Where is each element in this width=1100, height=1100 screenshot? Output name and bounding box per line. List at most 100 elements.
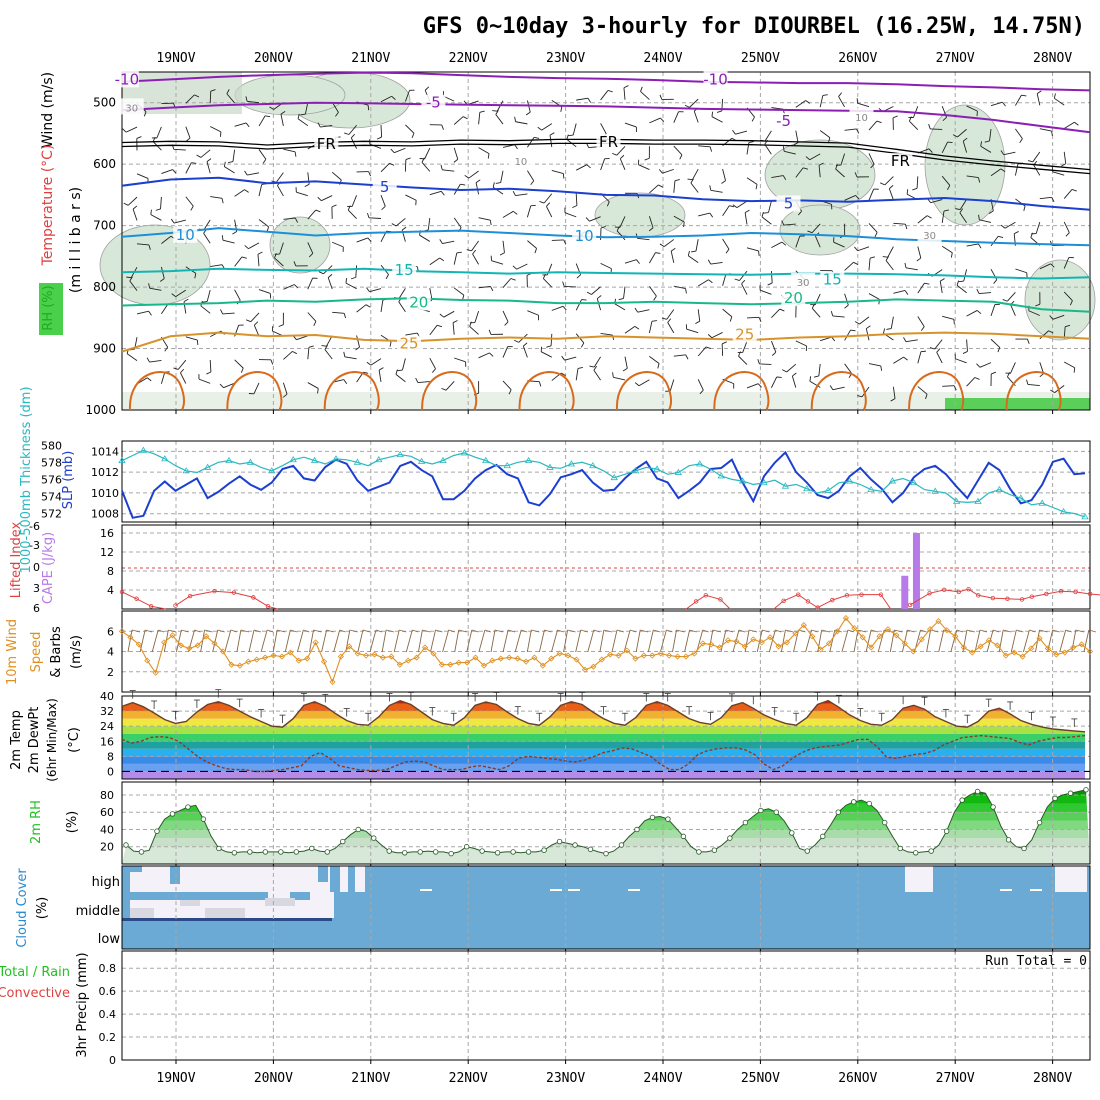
temp-band xyxy=(122,726,1085,734)
wind-barb-flag xyxy=(1049,315,1054,320)
wind-barb-flag xyxy=(648,227,654,232)
wind-barb-flag xyxy=(1002,299,1008,302)
thickness-marker xyxy=(139,446,148,453)
cloud-gap-dash xyxy=(628,889,640,891)
rh-point xyxy=(309,845,315,852)
wind-speed-marker xyxy=(943,627,950,634)
wind-barb-flag xyxy=(943,209,949,212)
wind-barb-10m-flag xyxy=(362,629,371,633)
wind-speed-marker xyxy=(177,642,184,649)
wind-speed-marker xyxy=(632,655,639,662)
wind-barb xyxy=(564,356,577,361)
wind-barb-flag xyxy=(876,120,882,124)
cloud-thin xyxy=(180,900,200,906)
wind-speed-marker xyxy=(548,655,555,662)
thickness-marker xyxy=(824,486,832,493)
wind-barb-flag xyxy=(589,365,595,368)
wind-barb-flag xyxy=(390,148,395,153)
wind-barb-10m xyxy=(950,629,958,653)
wind-barb xyxy=(127,196,138,206)
wind-barb xyxy=(1014,163,1019,176)
rh-point xyxy=(1005,837,1012,843)
wind-barb xyxy=(916,176,919,189)
wind-barb-10m xyxy=(926,629,932,653)
thickness-tick-label: 572 xyxy=(41,507,62,520)
wind-speed-marker xyxy=(278,653,285,660)
wind-barb xyxy=(307,382,319,389)
wind-barb-flag xyxy=(634,325,640,330)
wind-barb-10m xyxy=(284,629,291,653)
temp-line xyxy=(121,699,1086,733)
wind-barb-flag xyxy=(206,371,212,375)
wind-barb xyxy=(663,239,675,247)
wind-barb-flag xyxy=(853,261,859,265)
wind-speed-marker xyxy=(522,658,530,665)
wind-barb-flag xyxy=(456,251,462,254)
contour-label-bg xyxy=(732,326,757,343)
wind-barb xyxy=(624,326,636,334)
axis-title-cape: CAPE (J/kg) xyxy=(41,532,56,604)
wind-barb-10m xyxy=(623,629,631,653)
li-line xyxy=(685,594,731,610)
contour-label: FR xyxy=(599,133,618,151)
wind-barb-10m xyxy=(817,629,823,653)
wind-barb xyxy=(942,315,954,320)
precip-panel: 0 0.2 0.4 0.6 0.8 Total / Rain Convective 3hr P… xyxy=(0,950,1091,1067)
wind-barb xyxy=(575,193,578,206)
wind-barb-flag xyxy=(488,329,492,335)
wind-barb-flag xyxy=(659,243,665,247)
wind-barb-flag xyxy=(345,278,348,284)
wind-barb xyxy=(522,345,528,358)
wind-barb-10m-flag xyxy=(979,629,988,633)
wind-barb-flag xyxy=(282,393,288,398)
li-point xyxy=(781,598,786,603)
temp-band xyxy=(122,718,1085,727)
wind-speed-marker xyxy=(1070,644,1077,651)
wind-barb-10m-flag xyxy=(811,629,818,633)
wind-barb-flag xyxy=(308,253,314,258)
wind-barb-flag xyxy=(562,173,565,179)
panel-frame xyxy=(121,695,1091,780)
wind-barb xyxy=(398,301,406,312)
wind-barb xyxy=(279,242,284,255)
isotherm-30 xyxy=(713,371,770,411)
wind-barb xyxy=(331,171,342,181)
wind-barb-flag xyxy=(959,208,964,214)
wind-speed-marker xyxy=(329,678,336,685)
contour-label: FR xyxy=(317,135,336,153)
wind-barb xyxy=(770,340,777,353)
contour-label-bg xyxy=(849,108,874,125)
wind-barb-10m-flag xyxy=(484,629,492,633)
wind-barb-10m-flag xyxy=(544,629,552,633)
wind-barb xyxy=(697,379,704,391)
wind-barb-flag xyxy=(219,383,224,389)
wind-speed-marker xyxy=(666,652,673,659)
wind-barb-flag xyxy=(549,132,555,136)
wind-barb-10m xyxy=(272,629,278,653)
rh-point xyxy=(247,849,253,855)
wind-speed-marker xyxy=(262,654,269,661)
wind-barb-10m-flag xyxy=(158,629,165,633)
wind-barb-flag xyxy=(376,136,382,140)
wind-barb-flag xyxy=(1050,389,1055,394)
wind-barb xyxy=(591,286,601,295)
wind-barb-flag xyxy=(882,256,888,258)
wind-speed-marker xyxy=(421,644,429,651)
wind-barb-flag xyxy=(194,94,200,98)
wind-speed-marker xyxy=(565,652,572,659)
wind-barb xyxy=(1063,361,1075,369)
wind-barb-flag xyxy=(411,133,415,139)
wind-barb-10m-flag xyxy=(762,629,770,633)
wind-barb-flag xyxy=(767,282,773,286)
wind-barb-10m-flag xyxy=(603,629,613,633)
wind-barb-10m-flag xyxy=(521,629,528,633)
wind-barb-flag xyxy=(711,111,714,117)
thickness-marker xyxy=(653,465,661,472)
wind-barb-10m xyxy=(296,629,304,653)
contour-label-bg xyxy=(397,335,422,352)
wind-barb-flag xyxy=(492,182,495,188)
wind-barb xyxy=(1010,362,1016,374)
li-point xyxy=(265,604,271,609)
wind-barb-10m-flag xyxy=(676,629,685,633)
wind-barb-flag xyxy=(466,249,472,252)
